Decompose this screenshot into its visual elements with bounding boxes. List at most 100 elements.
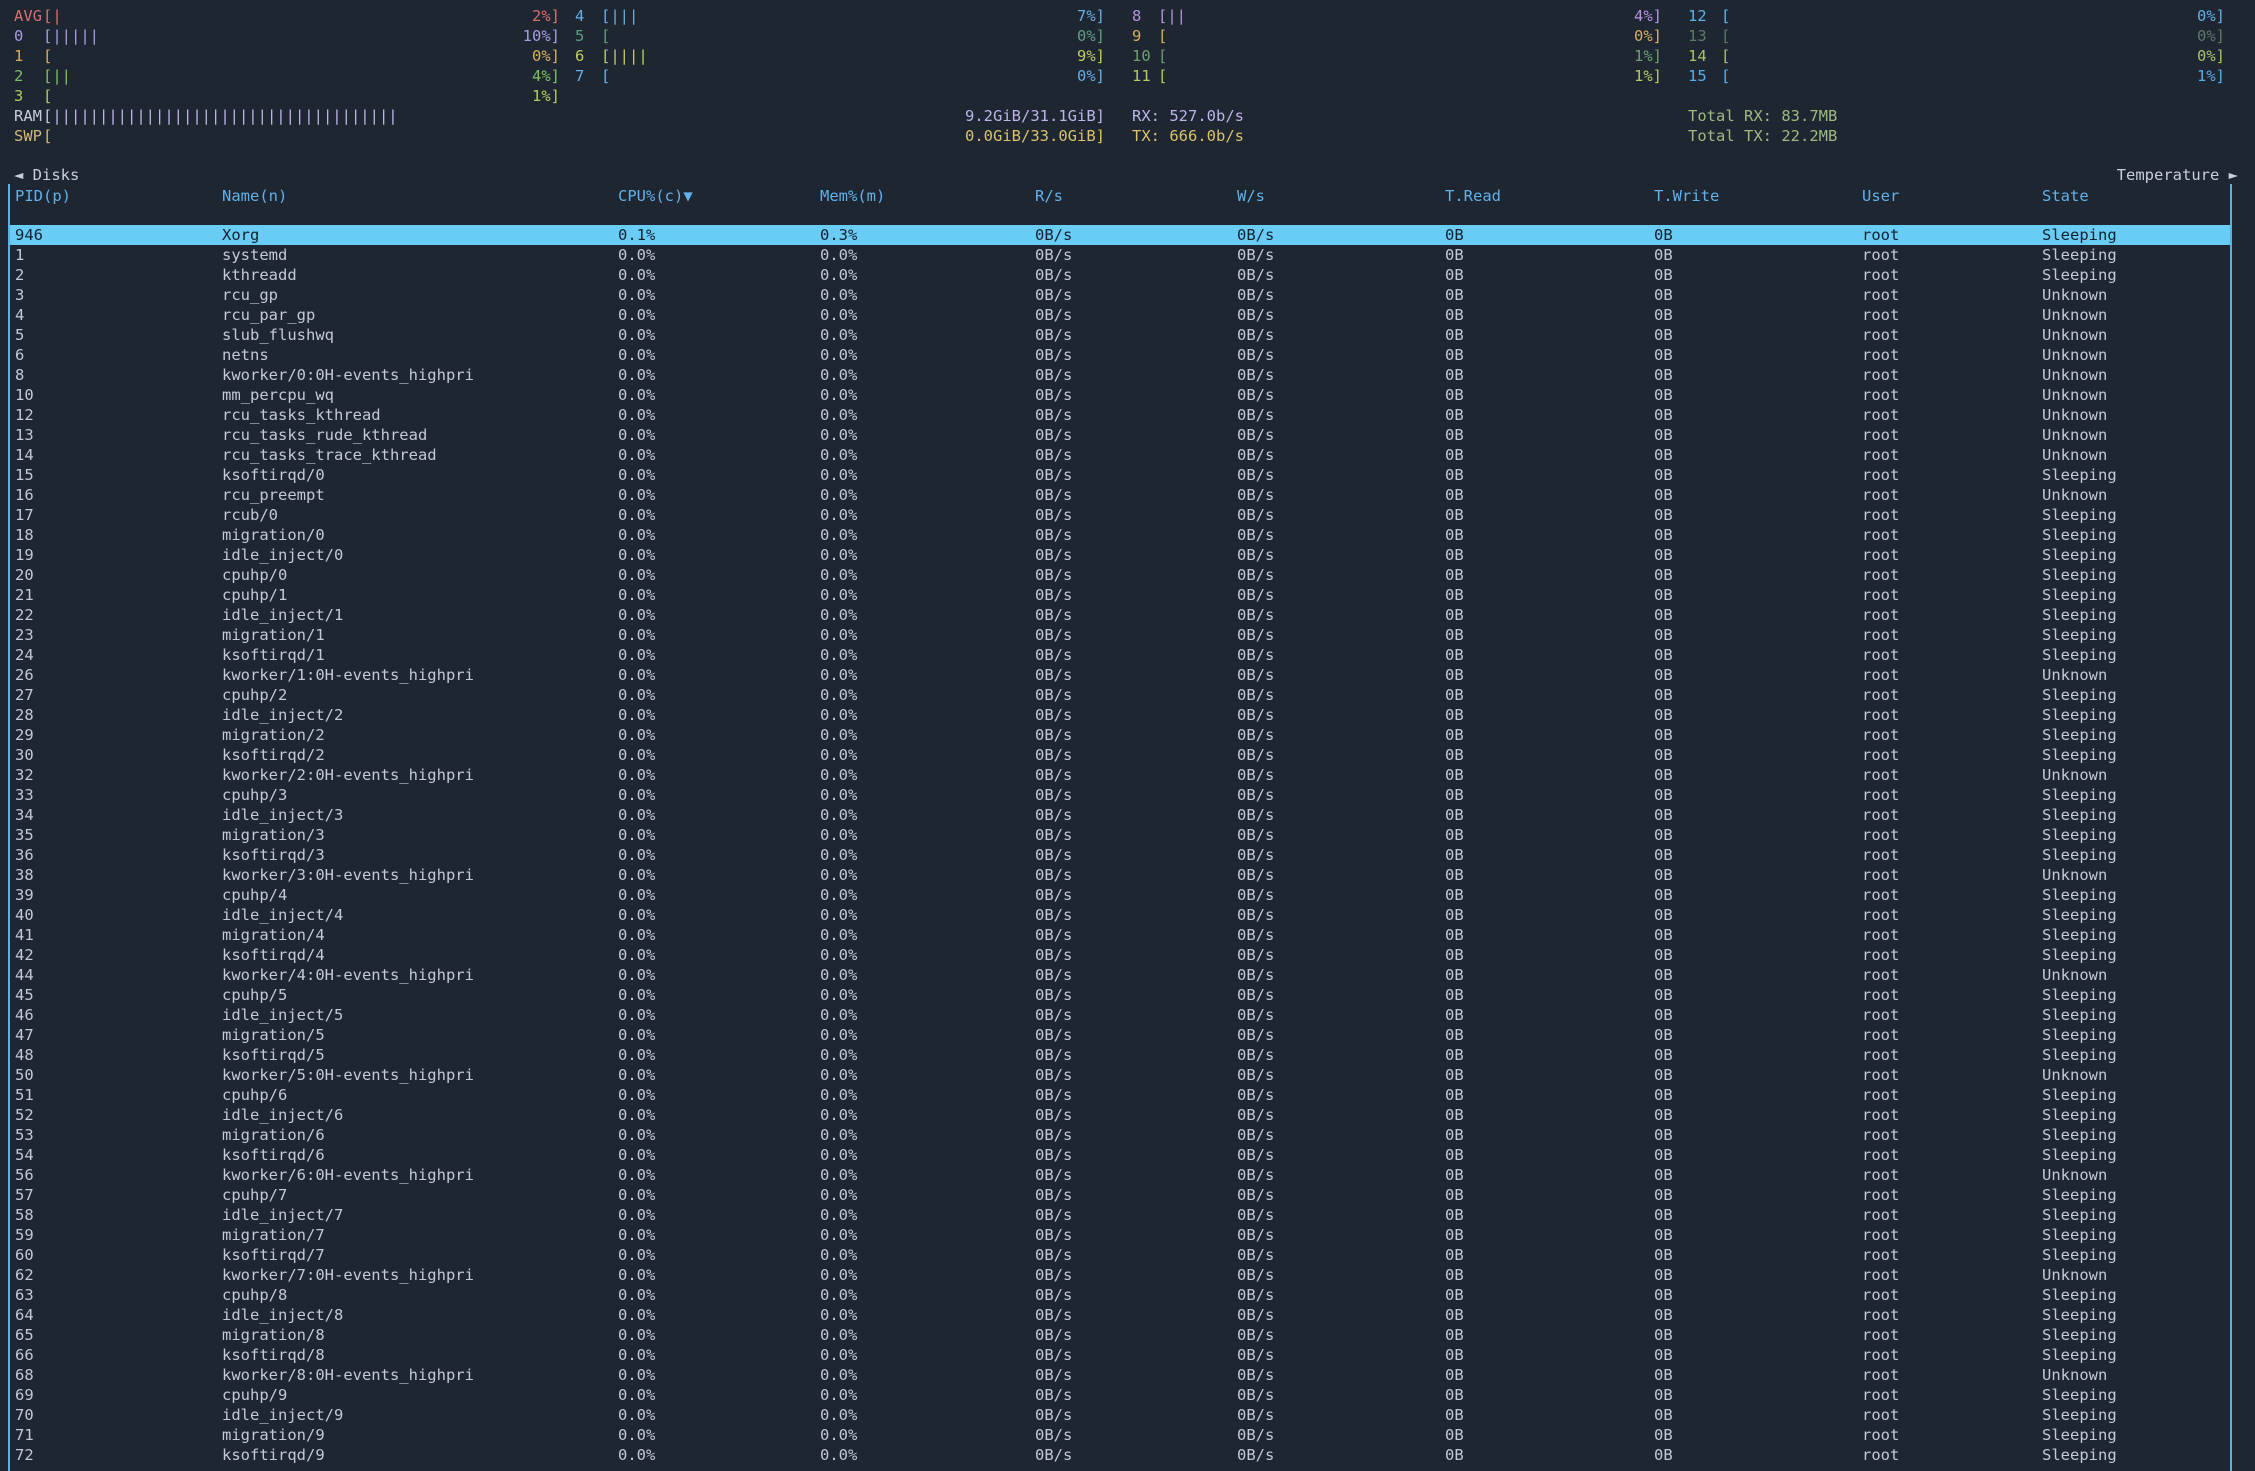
process-row[interactable]: 19 idle_inject/0 0.0% 0.0% 0B/s 0B/s 0B 0B root S… — [0, 545, 2255, 565]
cell-user: root — [1862, 986, 1900, 1004]
column-header-read-per-sec[interactable]: R/s — [1035, 187, 1063, 205]
column-header-cpu[interactable]: CPU%(c)▼ — [618, 187, 693, 205]
tab-temperature-next[interactable]: Temperature ► — [2116, 166, 2238, 184]
process-row[interactable]: 23 migration/1 0.0% 0.0% 0B/s 0B/s 0B 0B root Sle… — [0, 625, 2255, 645]
process-row[interactable]: 17 rcub/0 0.0% 0.0% 0B/s 0B/s 0B 0B root Sleeping — [0, 505, 2255, 525]
process-row[interactable]: 69 cpuhp/9 0.0% 0.0% 0B/s 0B/s 0B 0B root Sleepin… — [0, 1385, 2255, 1405]
process-row[interactable]: 38 kworker/3:0H-events_highpri 0.0% 0.0% 0B/… — [0, 865, 2255, 885]
process-row[interactable]: 12 rcu_tasks_kthread 0.0% 0.0% 0B/s 0B/s 0B 0B r… — [0, 405, 2255, 425]
cell-user: root — [1862, 946, 1900, 964]
process-row[interactable]: 71 migration/9 0.0% 0.0% 0B/s 0B/s 0B 0B root Sle… — [0, 1425, 2255, 1445]
process-row[interactable]: 57 cpuhp/7 0.0% 0.0% 0B/s 0B/s 0B 0B root Sleepin… — [0, 1185, 2255, 1205]
process-row[interactable]: 1 systemd 0.0% 0.0% 0B/s 0B/s 0B 0B root Sleeping — [0, 245, 2255, 265]
process-row[interactable]: 48 ksoftirqd/5 0.0% 0.0% 0B/s 0B/s 0B 0B root Sle… — [0, 1045, 2255, 1065]
process-row[interactable]: 21 cpuhp/1 0.0% 0.0% 0B/s 0B/s 0B 0B root Sleepin… — [0, 585, 2255, 605]
process-row[interactable]: 70 idle_inject/9 0.0% 0.0% 0B/s 0B/s 0B 0B root S… — [0, 1405, 2255, 1425]
cell-total-read: 0B — [1445, 1446, 1464, 1464]
cell-cpu: 0.0% — [618, 1106, 656, 1124]
process-row[interactable]: 33 cpuhp/3 0.0% 0.0% 0B/s 0B/s 0B 0B root Sleepin… — [0, 785, 2255, 805]
process-row[interactable]: 4 rcu_par_gp 0.0% 0.0% 0B/s 0B/s 0B 0B root Unkno… — [0, 305, 2255, 325]
cell-state: Sleeping — [2042, 686, 2117, 704]
process-row[interactable]: 63 cpuhp/8 0.0% 0.0% 0B/s 0B/s 0B 0B root Sleepin… — [0, 1285, 2255, 1305]
process-row[interactable]: 3 rcu_gp 0.0% 0.0% 0B/s 0B/s 0B 0B root Unknown — [0, 285, 2255, 305]
process-row[interactable]: 53 migration/6 0.0% 0.0% 0B/s 0B/s 0B 0B root Sle… — [0, 1125, 2255, 1145]
process-row[interactable]: 32 kworker/2:0H-events_highpri 0.0% 0.0% 0B/… — [0, 765, 2255, 785]
process-row[interactable]: 66 ksoftirqd/8 0.0% 0.0% 0B/s 0B/s 0B 0B root Sle… — [0, 1345, 2255, 1365]
column-header-pid[interactable]: PID(p) — [15, 187, 71, 205]
process-row[interactable]: 35 migration/3 0.0% 0.0% 0B/s 0B/s 0B 0B root Sle… — [0, 825, 2255, 845]
process-row[interactable]: 64 idle_inject/8 0.0% 0.0% 0B/s 0B/s 0B 0B root S… — [0, 1305, 2255, 1325]
process-row[interactable]: 51 cpuhp/6 0.0% 0.0% 0B/s 0B/s 0B 0B root Sleepin… — [0, 1085, 2255, 1105]
process-row[interactable]: 6 netns 0.0% 0.0% 0B/s 0B/s 0B 0B root Unknown — [0, 345, 2255, 365]
cell-total-write: 0B — [1654, 486, 1673, 504]
cpu-usage-percent: 0% — [1076, 67, 1096, 85]
process-row[interactable]: 5 slub_flushwq 0.0% 0.0% 0B/s 0B/s 0B 0B root Unk… — [0, 325, 2255, 345]
column-header-mem[interactable]: Mem%(m) — [820, 187, 886, 205]
process-row[interactable]: 72 ksoftirqd/9 0.0% 0.0% 0B/s 0B/s 0B 0B root Sle… — [0, 1445, 2255, 1465]
process-row[interactable]: 22 idle_inject/1 0.0% 0.0% 0B/s 0B/s 0B 0B root S… — [0, 605, 2255, 625]
cell-cpu: 0.0% — [618, 466, 656, 484]
cpu-core-label: 15 — [1688, 67, 1707, 85]
process-row[interactable]: 34 idle_inject/3 0.0% 0.0% 0B/s 0B/s 0B 0B root S… — [0, 805, 2255, 825]
process-row[interactable]: 36 ksoftirqd/3 0.0% 0.0% 0B/s 0B/s 0B 0B root Sle… — [0, 845, 2255, 865]
process-row[interactable]: 27 cpuhp/2 0.0% 0.0% 0B/s 0B/s 0B 0B root Sleepin… — [0, 685, 2255, 705]
cell-total-read: 0B — [1445, 246, 1464, 264]
cell-mem: 0.0% — [820, 1046, 858, 1064]
process-row[interactable]: 20 cpuhp/0 0.0% 0.0% 0B/s 0B/s 0B 0B root Sleepin… — [0, 565, 2255, 585]
process-row[interactable]: 2 kthreadd 0.0% 0.0% 0B/s 0B/s 0B 0B root Sleepin… — [0, 265, 2255, 285]
cpu-usage-percent: 1% — [1633, 47, 1653, 65]
process-row[interactable]: 10 mm_percpu_wq 0.0% 0.0% 0B/s 0B/s 0B 0B root Un… — [0, 385, 2255, 405]
process-row[interactable]: 42 ksoftirqd/4 0.0% 0.0% 0B/s 0B/s 0B 0B root Sle… — [0, 945, 2255, 965]
process-row[interactable]: 54 ksoftirqd/6 0.0% 0.0% 0B/s 0B/s 0B 0B root Sle… — [0, 1145, 2255, 1165]
cell-read-per-sec: 0B/s — [1035, 1006, 1073, 1024]
process-row[interactable]: 13 rcu_tasks_rude_kthread 0.0% 0.0% 0B/s 0B/s… — [0, 425, 2255, 445]
process-row[interactable]: 39 cpuhp/4 0.0% 0.0% 0B/s 0B/s 0B 0B root Sleepin… — [0, 885, 2255, 905]
cell-mem: 0.0% — [820, 646, 858, 664]
process-row[interactable]: 68 kworker/8:0H-events_highpri 0.0% 0.0% 0B/… — [0, 1365, 2255, 1385]
cell-mem: 0.0% — [820, 1346, 858, 1364]
cell-mem: 0.0% — [820, 1266, 858, 1284]
process-row[interactable]: 14 rcu_tasks_trace_kthread 0.0% 0.0% 0B/s 0B/… — [0, 445, 2255, 465]
process-row[interactable]: 29 migration/2 0.0% 0.0% 0B/s 0B/s 0B 0B root Sle… — [0, 725, 2255, 745]
process-row[interactable]: 50 kworker/5:0H-events_highpri 0.0% 0.0% 0B/… — [0, 1065, 2255, 1085]
process-row[interactable]: 45 cpuhp/5 0.0% 0.0% 0B/s 0B/s 0B 0B root Sleepin… — [0, 985, 2255, 1005]
process-row[interactable]: 60 ksoftirqd/7 0.0% 0.0% 0B/s 0B/s 0B 0B root Sle… — [0, 1245, 2255, 1265]
process-row-selected[interactable]: 946 Xorg 0.1% 0.3% 0B/s 0B/s 0B 0B root Sleeping — [0, 225, 2255, 245]
process-row[interactable]: 58 idle_inject/7 0.0% 0.0% 0B/s 0B/s 0B 0B root S… — [0, 1205, 2255, 1225]
gauge-close-bracket: ] — [1095, 127, 1105, 145]
process-row[interactable]: 56 kworker/6:0H-events_highpri 0.0% 0.0% 0B/… — [0, 1165, 2255, 1185]
process-row[interactable]: 46 idle_inject/5 0.0% 0.0% 0B/s 0B/s 0B 0B root S… — [0, 1005, 2255, 1025]
process-row[interactable]: 28 idle_inject/2 0.0% 0.0% 0B/s 0B/s 0B 0B root S… — [0, 705, 2255, 725]
process-row[interactable]: 59 migration/7 0.0% 0.0% 0B/s 0B/s 0B 0B root Sle… — [0, 1225, 2255, 1245]
column-header-state[interactable]: State — [2042, 187, 2089, 205]
process-row[interactable]: 15 ksoftirqd/0 0.0% 0.0% 0B/s 0B/s 0B 0B root Sle… — [0, 465, 2255, 485]
process-row[interactable]: 52 idle_inject/6 0.0% 0.0% 0B/s 0B/s 0B 0B root S… — [0, 1105, 2255, 1125]
process-row[interactable]: 65 migration/8 0.0% 0.0% 0B/s 0B/s 0B 0B root Sle… — [0, 1325, 2255, 1345]
column-header-name[interactable]: Name(n) — [222, 187, 288, 205]
cell-write-per-sec: 0B/s — [1237, 806, 1275, 824]
process-row[interactable]: 26 kworker/1:0H-events_highpri 0.0% 0.0% 0B/… — [0, 665, 2255, 685]
column-header-total-write[interactable]: T.Write — [1654, 187, 1720, 205]
cell-total-read: 0B — [1445, 986, 1464, 1004]
process-row[interactable]: 30 ksoftirqd/2 0.0% 0.0% 0B/s 0B/s 0B 0B root Sle… — [0, 745, 2255, 765]
ram-label: RAM — [14, 107, 42, 125]
cell-cpu: 0.0% — [618, 1286, 656, 1304]
process-row[interactable]: 16 rcu_preempt 0.0% 0.0% 0B/s 0B/s 0B 0B root Unk… — [0, 485, 2255, 505]
gauge-open-bracket: [ — [601, 67, 611, 85]
process-row[interactable]: 47 migration/5 0.0% 0.0% 0B/s 0B/s 0B 0B root Sle… — [0, 1025, 2255, 1045]
cell-total-read: 0B — [1445, 1106, 1464, 1124]
cell-write-per-sec: 0B/s — [1237, 1186, 1275, 1204]
process-row[interactable]: 24 ksoftirqd/1 0.0% 0.0% 0B/s 0B/s 0B 0B root Sle… — [0, 645, 2255, 665]
column-header-user[interactable]: User — [1862, 187, 1900, 205]
tab-disks-prev[interactable]: ◄ Disks — [14, 166, 80, 184]
process-row[interactable]: 62 kworker/7:0H-events_highpri 0.0% 0.0% 0B/… — [0, 1265, 2255, 1285]
process-row[interactable]: 40 idle_inject/4 0.0% 0.0% 0B/s 0B/s 0B 0B root S… — [0, 905, 2255, 925]
column-header-write-per-sec[interactable]: W/s — [1237, 187, 1265, 205]
cell-mem: 0.0% — [820, 366, 858, 384]
process-row[interactable]: 44 kworker/4:0H-events_highpri 0.0% 0.0% 0B/… — [0, 965, 2255, 985]
process-row[interactable]: 8 kworker/0:0H-events_highpri 0.0% 0.0% 0B/s… — [0, 365, 2255, 385]
cell-total-write: 0B — [1654, 1266, 1673, 1284]
column-header-total-read[interactable]: T.Read — [1445, 187, 1501, 205]
process-row[interactable]: 41 migration/4 0.0% 0.0% 0B/s 0B/s 0B 0B root Sle… — [0, 925, 2255, 945]
process-row[interactable]: 18 migration/0 0.0% 0.0% 0B/s 0B/s 0B 0B root Sle… — [0, 525, 2255, 545]
